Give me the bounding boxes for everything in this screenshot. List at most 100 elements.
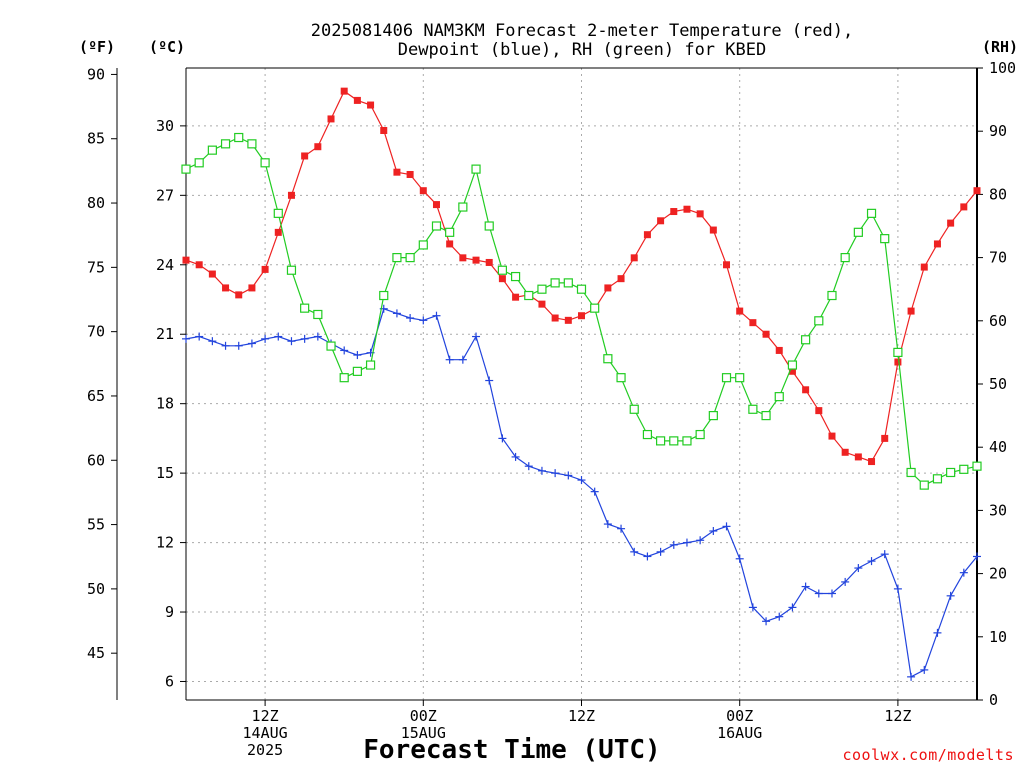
data-point-marker — [181, 164, 191, 174]
celsius-tick-label: 18 — [156, 395, 174, 413]
rh-unit-label: (RH) — [982, 38, 1018, 56]
data-point-marker — [722, 522, 731, 531]
rh-tick-label: 90 — [989, 122, 1007, 140]
data-point-marker — [682, 538, 691, 547]
data-point-marker — [524, 462, 533, 471]
data-point-marker — [854, 564, 863, 573]
data-point-marker — [497, 265, 507, 275]
data-point-marker — [578, 312, 585, 320]
data-point-marker — [537, 466, 546, 475]
data-point-marker — [907, 672, 916, 681]
fahrenheit-tick-label: 75 — [87, 258, 105, 276]
data-point-marker — [708, 411, 718, 421]
data-point-marker — [723, 261, 731, 269]
data-point-marker — [893, 347, 903, 357]
title-line-1: 2025081406 NAM3KM Forecast 2-meter Tempe… — [311, 21, 853, 41]
title-line-2: Dewpoint (blue), RH (green) for KBED — [398, 40, 766, 60]
time-tick-label: 15AUG — [401, 724, 446, 742]
rh-tick-label: 10 — [989, 628, 1007, 646]
data-point-marker — [748, 404, 758, 414]
data-point-marker — [432, 311, 441, 320]
data-point-marker — [655, 436, 666, 446]
data-point-marker — [920, 665, 929, 674]
data-point-marker — [380, 127, 388, 135]
time-tick-label: 16AUG — [717, 724, 762, 742]
data-point-marker — [946, 591, 955, 600]
data-series — [181, 87, 982, 681]
axes — [111, 67, 983, 706]
data-point-marker — [683, 205, 691, 213]
data-point-marker — [880, 234, 890, 244]
time-tick-label: 00Z — [410, 707, 437, 725]
data-point-marker — [603, 354, 613, 364]
data-point-marker — [273, 208, 283, 218]
data-point-marker — [709, 527, 718, 536]
data-point-marker — [774, 392, 784, 402]
data-point-marker — [814, 316, 824, 326]
data-point-marker — [775, 346, 783, 354]
data-point-marker — [208, 270, 216, 278]
data-point-marker — [576, 284, 587, 294]
rh-tick-label: 40 — [989, 438, 1007, 456]
data-point-marker — [657, 217, 665, 225]
data-point-marker — [392, 309, 401, 318]
data-point-marker — [222, 284, 230, 292]
data-point-marker — [854, 453, 862, 461]
data-point-marker — [709, 226, 717, 234]
data-point-marker — [748, 603, 757, 612]
data-point-marker — [894, 358, 902, 366]
data-point-marker — [841, 448, 849, 456]
data-point-marker — [406, 314, 415, 323]
data-point-marker — [300, 303, 310, 313]
data-point-marker — [656, 547, 665, 556]
data-point-marker — [920, 263, 928, 271]
data-point-marker — [933, 628, 942, 637]
celsius-tick-label: 24 — [156, 256, 174, 274]
data-point-marker — [880, 550, 889, 559]
data-point-marker — [512, 293, 520, 301]
data-point-marker — [643, 231, 651, 239]
data-point-marker — [629, 404, 639, 414]
series-dewpoint — [182, 304, 981, 681]
data-point-marker — [314, 143, 322, 151]
data-point-marker — [682, 436, 692, 446]
data-point-marker — [498, 434, 507, 443]
data-point-marker — [339, 373, 349, 383]
data-point-marker — [313, 332, 322, 341]
data-point-marker — [761, 411, 771, 421]
rh-tick-label: 70 — [989, 249, 1007, 267]
data-point-marker — [616, 373, 626, 383]
x-axis-title: Forecast Time (UTC) — [363, 735, 660, 765]
data-point-marker — [695, 429, 705, 440]
time-tick-label: 2025 — [247, 741, 283, 759]
data-point-marker — [458, 355, 467, 364]
data-point-marker — [248, 284, 256, 292]
data-point-marker — [392, 253, 402, 263]
data-point-marker — [604, 284, 612, 292]
fahrenheit-tick-label: 65 — [87, 387, 105, 405]
rh-tick-label: 60 — [989, 312, 1007, 330]
data-point-marker — [630, 254, 638, 262]
credit-link[interactable]: coolwx.com/modelts — [842, 746, 1014, 764]
data-point-marker — [564, 316, 572, 324]
data-point-marker — [182, 334, 190, 343]
data-point-marker — [313, 309, 323, 320]
data-point-marker — [472, 256, 480, 264]
data-point-marker — [194, 158, 204, 168]
data-point-marker — [721, 373, 732, 383]
data-point-marker — [932, 474, 943, 484]
data-point-marker — [564, 471, 573, 480]
data-point-marker — [669, 540, 678, 549]
fahrenheit-unit-label: (ºF) — [79, 38, 115, 56]
rh-tick-label: 30 — [989, 501, 1007, 519]
data-point-marker — [973, 552, 981, 561]
data-point-marker — [617, 275, 625, 283]
data-point-marker — [220, 139, 231, 149]
data-point-marker — [736, 307, 744, 315]
rh-tick-label: 50 — [989, 375, 1007, 393]
data-point-marker — [959, 464, 969, 474]
data-point-marker — [365, 360, 376, 370]
data-point-marker — [445, 355, 454, 364]
data-point-marker — [801, 335, 811, 345]
fahrenheit-tick-label: 70 — [87, 323, 105, 341]
